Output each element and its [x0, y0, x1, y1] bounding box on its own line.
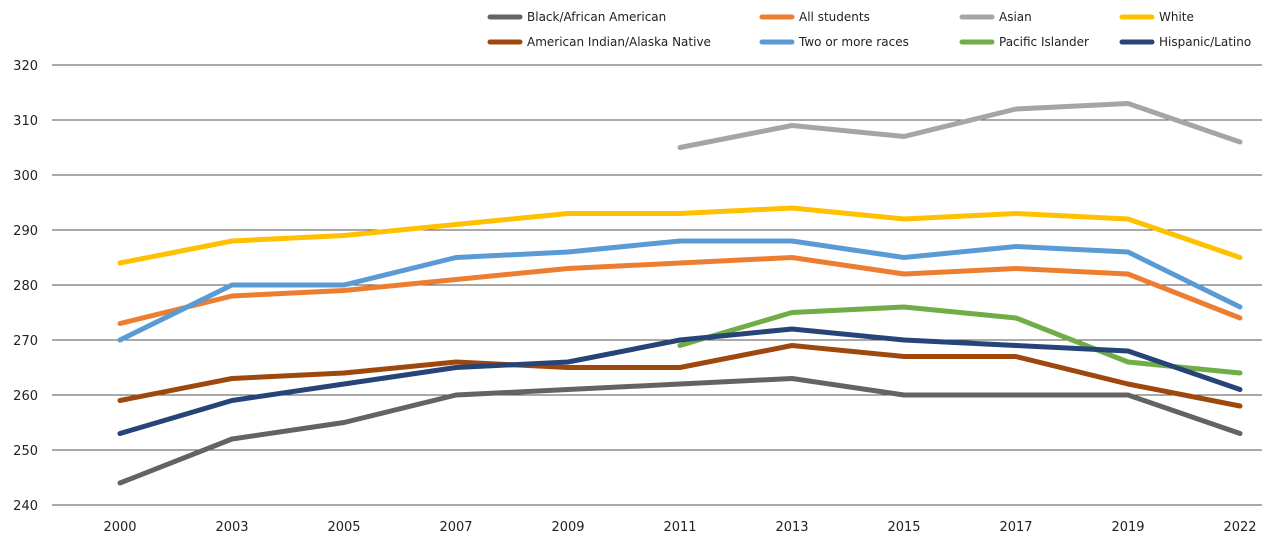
legend-label: American Indian/Alaska Native: [527, 35, 711, 49]
y-tick-label: 260: [13, 389, 38, 404]
series-line-5: [117, 238, 1243, 343]
x-tick-label: 2000: [103, 520, 136, 535]
y-tick-label: 310: [13, 114, 38, 129]
x-tick-label: 2011: [663, 520, 696, 535]
x-axis-ticks: 2000 2003 2005 2007 2009 2011 2013 2015 2017 2019…: [103, 520, 1256, 535]
legend-label: All students: [799, 10, 870, 24]
series-line-6: [677, 304, 1243, 376]
series-line-3: [117, 205, 1243, 266]
legend-label: Pacific Islander: [999, 35, 1089, 49]
x-tick-label: 2007: [439, 520, 472, 535]
series-line-1: [117, 255, 1243, 326]
y-axis-ticks: 240 250 260 270 280 290 300 310 320: [13, 59, 38, 514]
y-tick-label: 250: [13, 444, 38, 459]
x-tick-label: 2013: [775, 520, 808, 535]
legend-label: Asian: [999, 10, 1032, 24]
series-line-0: [117, 376, 1243, 486]
series-line-4: [117, 343, 1243, 409]
y-tick-label: 290: [13, 224, 38, 239]
x-tick-label: 2019: [1111, 520, 1144, 535]
x-tick-label: 2022: [1223, 520, 1256, 535]
y-tick-label: 240: [13, 499, 38, 514]
legend-label: Hispanic/Latino: [1159, 35, 1251, 49]
y-tick-label: 270: [13, 334, 38, 349]
legend-label: Two or more races: [798, 35, 909, 49]
x-tick-label: 2009: [551, 520, 584, 535]
series-line-7: [117, 326, 1243, 436]
x-tick-label: 2005: [327, 520, 360, 535]
x-tick-label: 2003: [215, 520, 248, 535]
legend-label: White: [1159, 10, 1194, 24]
series-lines: [117, 101, 1243, 486]
x-tick-label: 2017: [999, 520, 1032, 535]
y-tick-label: 300: [13, 169, 38, 184]
legend-label: Black/African American: [527, 10, 666, 24]
x-tick-label: 2015: [887, 520, 920, 535]
y-tick-label: 280: [13, 279, 38, 294]
legend: Black/African American All students Asian W…: [487, 10, 1251, 49]
series-line-2: [677, 101, 1243, 150]
y-tick-label: 320: [13, 59, 38, 74]
